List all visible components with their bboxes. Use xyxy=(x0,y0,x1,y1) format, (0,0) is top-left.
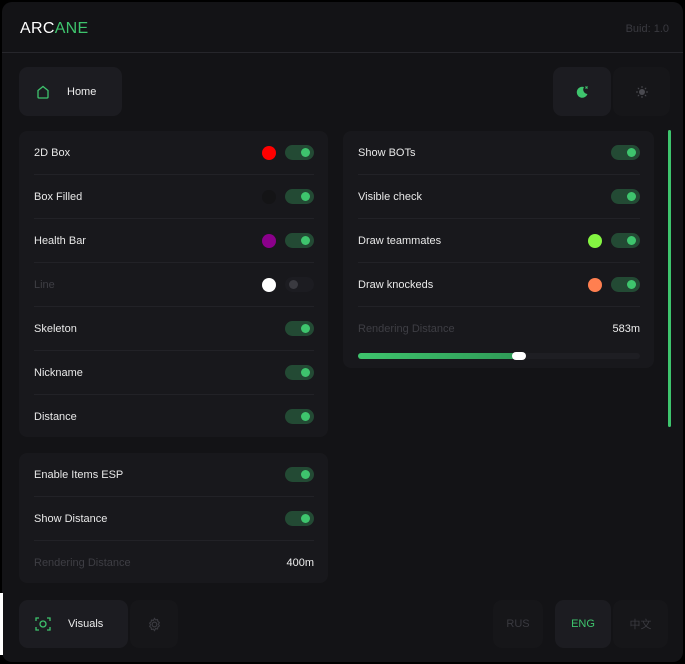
esp-settings-panel: 2D Box Box Filled Health Bar Line Skeleton Ni… xyxy=(19,131,328,437)
setting-row: Box Filled xyxy=(34,175,314,219)
light-theme-button[interactable] xyxy=(613,67,670,116)
active-indicator xyxy=(0,593,3,655)
setting-label: Distance xyxy=(34,411,77,423)
setting-row: Show BOTs xyxy=(358,131,640,175)
setting-row: 2D Box xyxy=(34,131,314,175)
home-button[interactable]: Home xyxy=(19,67,122,116)
slider-value: 400m xyxy=(286,557,314,569)
language-label: RUS xyxy=(506,618,530,630)
setting-row: Skeleton xyxy=(34,307,314,351)
header: ARCANE Buid: 1.0 xyxy=(2,2,683,53)
toggle-switch[interactable] xyxy=(611,145,640,160)
slider-thumb[interactable] xyxy=(511,352,526,360)
setting-label: Visible check xyxy=(358,191,422,203)
setting-row: Draw teammates xyxy=(358,219,640,263)
setting-label: 2D Box xyxy=(34,147,71,159)
toggle-switch[interactable] xyxy=(285,189,314,204)
toggle-switch[interactable] xyxy=(611,277,640,292)
color-picker[interactable] xyxy=(588,278,602,292)
toggle-switch[interactable] xyxy=(611,189,640,204)
moon-icon xyxy=(576,85,588,98)
toggle-switch[interactable] xyxy=(285,233,314,248)
color-picker[interactable] xyxy=(262,146,276,160)
color-picker[interactable] xyxy=(262,278,276,292)
toggle-switch[interactable] xyxy=(285,409,314,424)
language-label: ENG xyxy=(571,618,595,630)
toggle-switch[interactable] xyxy=(285,511,314,526)
settings-tab[interactable] xyxy=(130,600,178,648)
setting-label: Show Distance xyxy=(34,513,108,525)
setting-label: Show BOTs xyxy=(358,147,416,159)
dark-theme-button[interactable] xyxy=(553,67,611,116)
slider-row: Rendering Distance 400m xyxy=(34,541,314,583)
setting-row: Health Bar xyxy=(34,219,314,263)
slider-row: Rendering Distance 583m xyxy=(358,307,640,351)
language-button[interactable]: RUS xyxy=(493,600,543,648)
logo: ARCANE xyxy=(20,20,89,37)
setting-label: Health Bar xyxy=(34,235,86,247)
toggle-switch[interactable] xyxy=(285,145,314,160)
language-label: 中文 xyxy=(629,619,652,631)
language-button[interactable]: 中文 xyxy=(613,600,668,648)
slider-fill xyxy=(358,353,519,359)
build-version: Buid: 1.0 xyxy=(625,23,669,35)
slider-label: Rendering Distance xyxy=(34,557,131,569)
setting-label: Box Filled xyxy=(34,191,83,203)
eye-scan-icon xyxy=(35,617,51,631)
distance-slider[interactable] xyxy=(358,352,640,360)
home-icon xyxy=(37,85,49,99)
toggle-switch[interactable] xyxy=(285,365,314,380)
setting-row: Line xyxy=(34,263,314,307)
language-button[interactable]: ENG xyxy=(555,600,611,648)
toggle-switch[interactable] xyxy=(285,321,314,336)
color-picker[interactable] xyxy=(262,234,276,248)
setting-row: Draw knockeds xyxy=(358,263,640,307)
color-picker[interactable] xyxy=(588,234,602,248)
gear-icon xyxy=(148,616,160,632)
visuals-tab[interactable]: Visuals xyxy=(19,600,128,648)
setting-row: Show Distance xyxy=(34,497,314,541)
setting-row: Visible check xyxy=(358,175,640,219)
sun-icon xyxy=(635,85,648,98)
setting-row: Distance xyxy=(34,395,314,437)
setting-row: Enable Items ESP xyxy=(34,453,314,497)
color-picker[interactable] xyxy=(262,190,276,204)
setting-label: Line xyxy=(34,279,55,291)
setting-label: Draw knockeds xyxy=(358,279,434,291)
setting-label: Draw teammates xyxy=(358,235,442,247)
slider-value: 583m xyxy=(612,323,640,335)
slider-label: Rendering Distance xyxy=(358,323,455,335)
player-settings-panel: Show BOTs Visible check Draw teammates Draw… xyxy=(343,131,654,368)
setting-label: Skeleton xyxy=(34,323,77,335)
setting-label: Enable Items ESP xyxy=(34,469,124,481)
toggle-switch[interactable] xyxy=(611,233,640,248)
toggle-switch[interactable] xyxy=(285,277,314,292)
scrollbar[interactable] xyxy=(668,130,671,427)
items-esp-panel: Enable Items ESP Show Distance Rendering D… xyxy=(19,453,328,583)
toggle-switch[interactable] xyxy=(285,467,314,482)
setting-row: Nickname xyxy=(34,351,314,395)
setting-label: Nickname xyxy=(34,367,83,379)
